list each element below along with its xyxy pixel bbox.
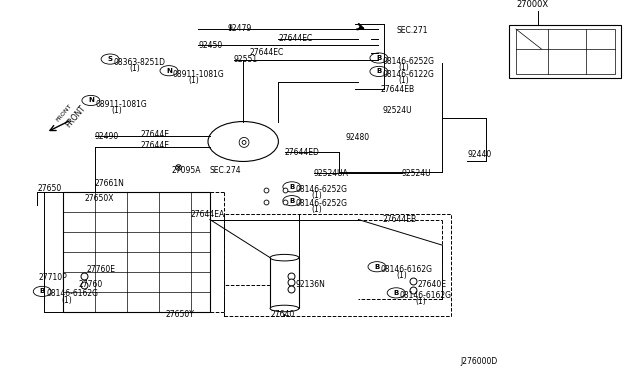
Text: N: N (88, 97, 94, 103)
Text: B: B (376, 55, 381, 61)
Text: 92551: 92551 (234, 55, 258, 64)
Text: (1): (1) (311, 205, 322, 214)
Bar (270, 258, 299, 308)
Text: 08146-6162G: 08146-6162G (400, 291, 452, 300)
Text: 08146-6162G: 08146-6162G (381, 265, 433, 274)
Text: 27760: 27760 (78, 280, 102, 289)
Text: 27644EB: 27644EB (381, 85, 415, 94)
Text: B: B (374, 264, 380, 270)
Text: N: N (166, 68, 172, 74)
Text: 08146-6252G: 08146-6252G (383, 57, 435, 66)
Bar (224, 214, 451, 316)
Text: (1): (1) (398, 76, 409, 85)
Text: 92480: 92480 (346, 134, 370, 142)
Text: 08146-6122G: 08146-6122G (383, 70, 435, 79)
Text: 27644E: 27644E (141, 141, 170, 150)
Text: 08146-6252G: 08146-6252G (296, 199, 348, 208)
Circle shape (208, 122, 278, 161)
Text: B: B (289, 198, 294, 203)
Text: (1): (1) (129, 64, 140, 73)
Text: B: B (376, 68, 381, 74)
Text: 27095A: 27095A (172, 166, 201, 175)
Text: 08146-6162G: 08146-6162G (46, 289, 98, 298)
Text: J276000D: J276000D (461, 357, 498, 366)
Text: FRONT: FRONT (56, 103, 74, 122)
Text: 92440: 92440 (467, 150, 492, 160)
Text: 27760E: 27760E (86, 265, 115, 274)
Text: 27000X: 27000X (516, 0, 548, 9)
Text: B: B (289, 184, 294, 190)
Text: 08911-1081G: 08911-1081G (173, 70, 225, 79)
Text: (1): (1) (311, 192, 322, 201)
Text: 27644EC: 27644EC (278, 34, 313, 43)
Text: 27644EB: 27644EB (383, 215, 417, 224)
Text: 27644EC: 27644EC (250, 48, 284, 57)
Text: 27650X: 27650X (84, 194, 114, 203)
Text: 92490: 92490 (95, 132, 119, 141)
Text: 27640E: 27640E (417, 280, 446, 289)
Text: 27640: 27640 (270, 310, 294, 319)
Text: 27650Y: 27650Y (165, 310, 194, 319)
Text: (1): (1) (396, 271, 407, 280)
Text: 92524U: 92524U (402, 169, 431, 177)
Text: SEC.274: SEC.274 (210, 166, 241, 175)
Ellipse shape (270, 305, 299, 312)
Text: 08363-8251D: 08363-8251D (114, 58, 166, 67)
Ellipse shape (270, 254, 299, 261)
Text: 27650: 27650 (37, 184, 61, 193)
Text: FRONT: FRONT (64, 103, 88, 129)
Text: (1): (1) (61, 296, 72, 305)
Text: 27644E: 27644E (141, 130, 170, 139)
Text: SEC.271: SEC.271 (397, 26, 428, 35)
Text: (1): (1) (111, 106, 122, 115)
Text: 08911-1081G: 08911-1081G (96, 100, 148, 109)
Text: 27710P: 27710P (38, 273, 67, 282)
Bar (63, 192, 210, 312)
Text: 92136N: 92136N (296, 280, 326, 289)
Bar (516, 29, 615, 74)
Text: (1): (1) (415, 298, 426, 307)
Text: 92479: 92479 (227, 25, 252, 33)
Text: B: B (40, 288, 45, 294)
Text: ◎: ◎ (237, 135, 249, 148)
Text: 92524U: 92524U (383, 106, 412, 115)
Text: 27661N: 27661N (95, 179, 125, 188)
Text: 92524UA: 92524UA (314, 169, 348, 177)
Text: 27644EA: 27644EA (191, 209, 225, 219)
Text: S: S (108, 56, 113, 62)
Bar (509, 25, 621, 78)
Text: 27644ED: 27644ED (285, 148, 319, 157)
Text: (1): (1) (398, 63, 409, 72)
Text: (1): (1) (188, 76, 199, 85)
Text: 08146-6252G: 08146-6252G (296, 185, 348, 194)
Text: B: B (394, 290, 399, 296)
Text: 92450: 92450 (198, 41, 223, 50)
